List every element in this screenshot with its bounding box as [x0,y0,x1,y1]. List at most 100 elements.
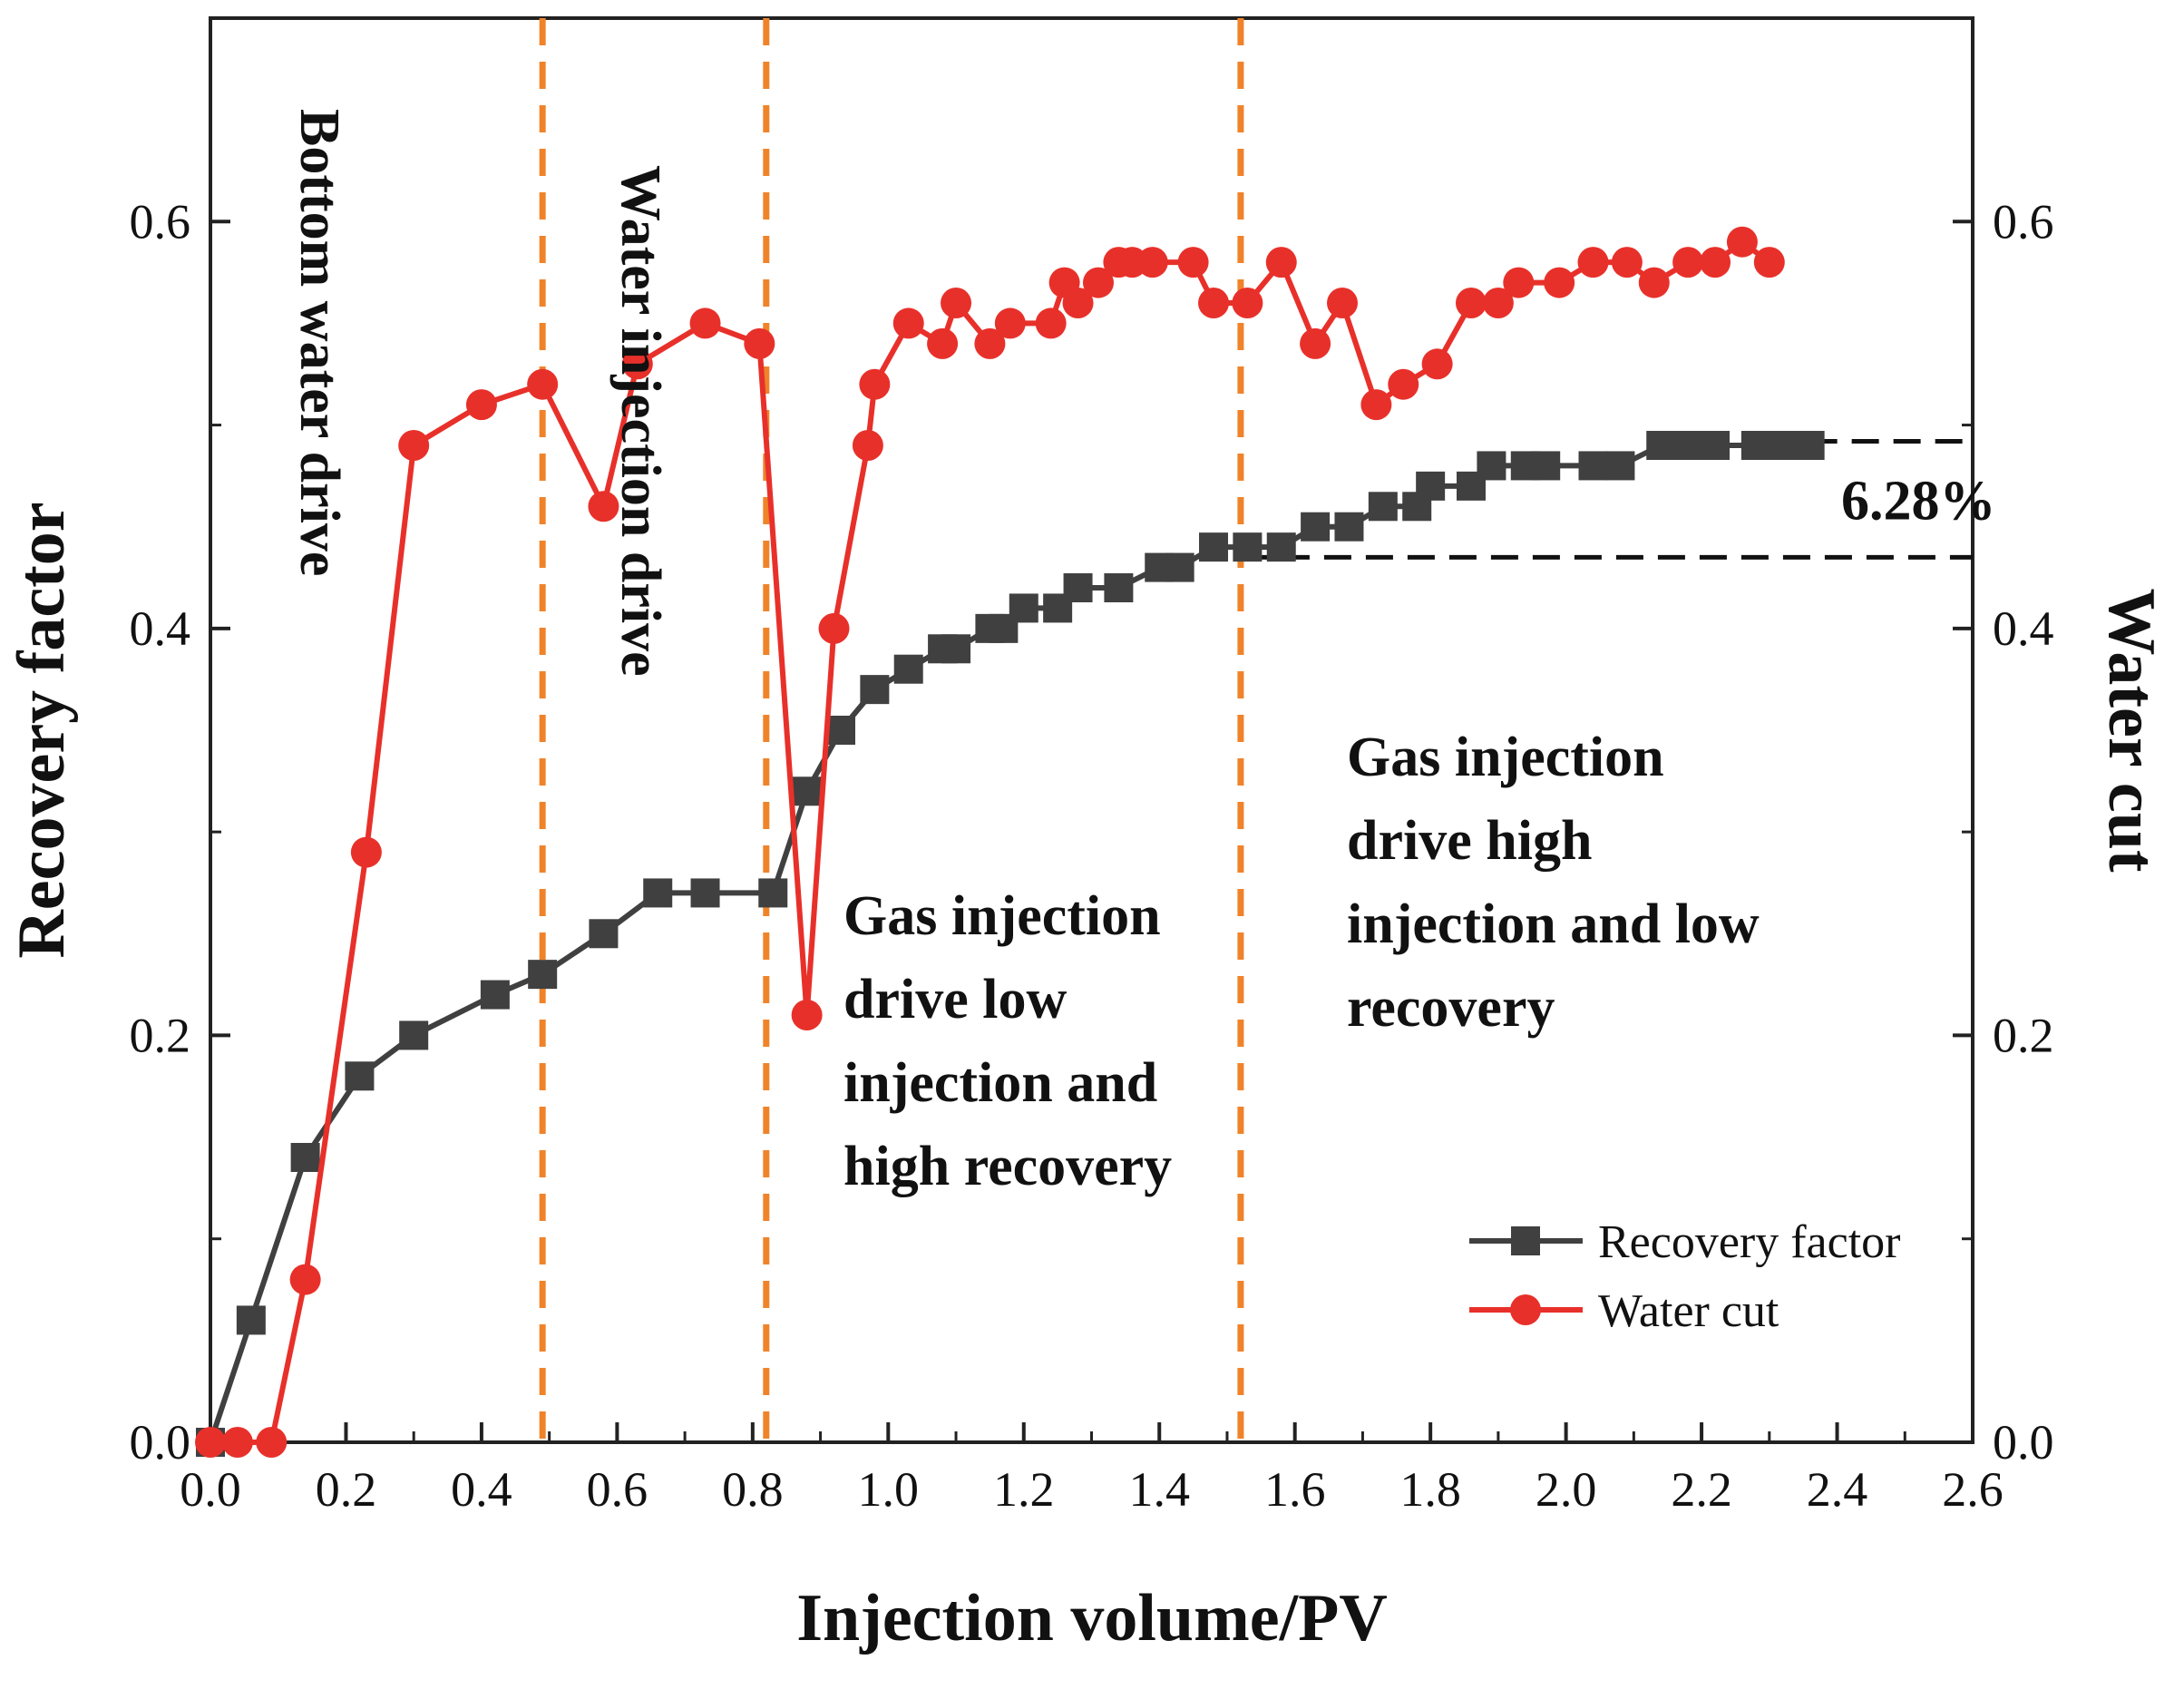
data-point-water-cut [1136,247,1168,278]
data-point-recovery-factor [1795,431,1825,460]
data-point-recovery-factor [643,878,673,908]
phase-label-gas-high-line: drive high [1347,810,1592,872]
data-point-water-cut [1198,288,1230,318]
x-axis-title: Injection volume/PV [796,1581,1388,1655]
data-point-recovery-factor [1165,552,1194,582]
legend-label-recovery: Recovery factor [1598,1216,1900,1268]
data-point-water-cut [859,368,891,400]
y-tick-label: 0.6 [130,194,191,249]
data-point-water-cut [852,430,883,461]
x-tick-label: 0.4 [451,1462,512,1517]
data-point-water-cut [1360,389,1392,421]
data-point-recovery-factor [860,675,890,705]
x-tick-label: 1.8 [1399,1462,1461,1517]
y-tick-label: 0.0 [130,1415,191,1469]
x-tick-label: 1.4 [1128,1462,1190,1517]
data-point-water-cut [588,491,619,522]
data-point-water-cut [350,836,382,868]
phase-label-gas-low-line: Gas injection [843,885,1161,947]
y2-tick-label: 0.2 [1993,1008,2054,1062]
data-point-water-cut [974,327,1006,359]
data-point-water-cut [1638,267,1670,298]
phase-label-water-injection-drive: Water injection drive [609,165,671,677]
y2-tick-labels: 0.0 0.2 0.4 0.6 [1993,194,2054,1469]
y-tick-labels: 0.0 0.2 0.4 0.6 [130,194,191,1469]
phase-label-gas-low: Gas injection drive low injection and hi… [843,885,1175,1197]
data-point-recovery-factor [758,878,788,908]
data-point-recovery-factor [825,716,855,745]
x-tick-label: 2.2 [1671,1462,1732,1517]
x-tick-label: 2.0 [1536,1462,1597,1517]
data-point-water-cut [1482,288,1514,318]
legend-marker-water-cut [1510,1294,1541,1325]
data-point-water-cut [256,1427,288,1458]
data-point-water-cut [818,612,850,644]
data-point-recovery-factor [1477,451,1506,481]
phase-label-gas-low-line: high recovery [843,1136,1172,1197]
axis-ticks-group [209,220,1974,1444]
data-point-water-cut [1726,226,1758,258]
data-point-water-cut [1753,247,1785,278]
data-point-recovery-factor [1334,512,1364,542]
data-point-water-cut [1700,247,1731,278]
x-tick-label: 0.6 [587,1462,648,1517]
data-point-recovery-factor [1673,431,1703,460]
data-point-recovery-factor [1416,471,1446,501]
phase-label-bottom-water-drive: Bottom water drive [288,109,350,576]
data-point-recovery-factor [1605,451,1635,481]
data-point-recovery-factor [1009,593,1038,623]
data-point-water-cut [1455,288,1487,318]
y2-tick-label: 0.0 [1993,1415,2054,1469]
data-point-water-cut [221,1427,253,1458]
data-point-water-cut [927,327,959,359]
data-point-recovery-factor [1199,532,1229,562]
y-tick-label: 0.2 [130,1008,191,1062]
x-tick-label: 0.8 [722,1462,784,1517]
data-point-water-cut [892,308,924,339]
data-point-water-cut [289,1264,321,1295]
data-point-water-cut [1062,288,1094,318]
y2-axis-title: Water cut [2094,588,2169,872]
x-tick-label: 1.6 [1264,1462,1326,1517]
data-point-recovery-factor [290,1143,320,1172]
data-point-recovery-factor [528,960,558,990]
data-point-water-cut [1177,247,1209,278]
phase-label-gas-high-line: Gas injection [1347,727,1664,788]
phase-label-gas-high-line: recovery [1347,977,1555,1039]
data-point-water-cut [398,430,430,461]
data-point-water-cut [621,348,653,380]
data-point-water-cut [195,1427,226,1458]
data-point-recovery-factor [792,776,822,806]
data-point-recovery-factor [1104,573,1134,602]
data-point-recovery-factor [480,980,510,1010]
data-point-recovery-factor [1701,431,1731,460]
y-axis-title: Recovery factor [5,502,79,958]
data-point-water-cut [689,308,721,339]
data-point-water-cut [1544,267,1575,298]
data-point-water-cut [465,389,497,421]
series-recovery-factor [196,431,1825,1457]
data-point-water-cut [1082,267,1114,298]
data-point-water-cut [1421,348,1453,380]
data-point-recovery-factor [345,1061,375,1091]
data-point-water-cut [1503,267,1535,298]
series-layer [195,226,1825,1458]
x-tick-label: 0.2 [316,1462,377,1517]
data-point-recovery-factor [893,654,923,684]
x-tick-label: 2.4 [1807,1462,1868,1517]
data-point-recovery-factor [399,1020,429,1050]
x-tick-labels: 0.0 0.2 0.4 0.6 0.8 1.0 1.2 1.4 1.6 1.8 2.0 2.2 2.4 2… [180,1462,2004,1517]
y-tick-label: 0.4 [130,601,191,656]
data-point-recovery-factor [1233,532,1263,562]
data-point-recovery-factor [1301,512,1331,542]
phase-label-gas-low-line: drive low [843,969,1067,1030]
data-point-water-cut [1577,247,1609,278]
difference-annotation: 6.28% [1240,439,1996,560]
data-point-recovery-factor [1063,573,1093,602]
x-tick-label: 1.0 [858,1462,920,1517]
data-point-recovery-factor [1768,431,1798,460]
data-point-water-cut [1300,327,1331,359]
series-water-cut [195,226,1785,1458]
